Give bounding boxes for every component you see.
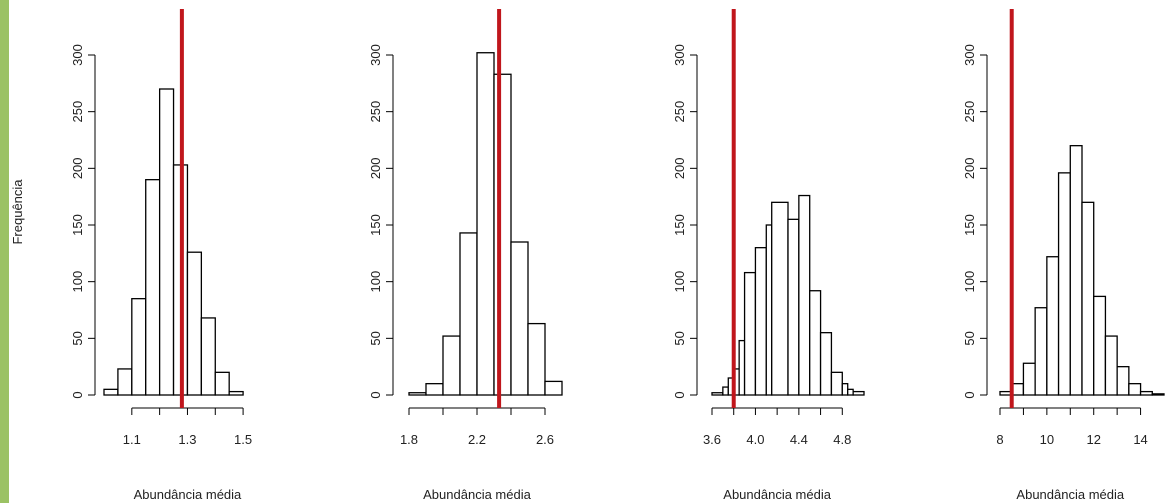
histogram-bar xyxy=(1151,393,1165,396)
histogram-bar xyxy=(798,194,811,396)
x-tick-label: 3.6 xyxy=(703,432,721,447)
histogram-bar xyxy=(711,392,724,396)
y-tick-label: 100 xyxy=(368,271,383,293)
histogram-bar xyxy=(847,388,854,396)
histogram-bar xyxy=(214,371,230,396)
x-tick-label: 8 xyxy=(996,432,1003,447)
x-axis-title: Abundância média xyxy=(723,487,831,502)
x-tick-label: 2.6 xyxy=(536,432,554,447)
y-tick-label: 50 xyxy=(368,331,383,345)
histogram-bar xyxy=(131,298,147,396)
y-tick-label: 150 xyxy=(962,214,977,236)
histogram-bar xyxy=(408,392,427,396)
y-tick-label: 300 xyxy=(368,44,383,66)
histogram-panel-2: 0 50 100 150 200 250 300 1.8 2.2 2.6 Abundância mé… xyxy=(368,9,563,502)
x-tick-label: 14 xyxy=(1133,432,1147,447)
y-tick-label: 100 xyxy=(672,271,687,293)
histogram-bar xyxy=(841,383,849,396)
x-tick-label: 1.3 xyxy=(178,432,196,447)
y-tick-label: 150 xyxy=(672,214,687,236)
histogram-bar xyxy=(1081,201,1095,396)
x-axis-title: Abundância média xyxy=(1016,487,1124,502)
histogram-bar xyxy=(476,52,495,396)
y-tick-label: 100 xyxy=(70,271,85,293)
histogram-bar xyxy=(1022,362,1036,396)
histogram-bar xyxy=(1069,145,1083,396)
histogram-bar xyxy=(1057,172,1071,396)
histogram-panel-4: 0 50 100 150 200 250 300 8 10 12 14 Abundância médi… xyxy=(962,9,1165,502)
histogram-panel-3: 0 50 100 150 200 250 300 3.6 4.0 4.4 4.8 Abundância… xyxy=(672,9,865,502)
y-tick-label: 50 xyxy=(962,331,977,345)
histogram-bar xyxy=(200,317,216,396)
x-tick-label: 4.0 xyxy=(746,432,764,447)
y-tick-label: 300 xyxy=(672,44,687,66)
y-tick-label: 250 xyxy=(672,101,687,123)
histogram-bar xyxy=(1116,366,1130,396)
y-tick-label: 100 xyxy=(962,271,977,293)
histogram-bar xyxy=(510,241,529,396)
x-axis-title: Abundância média xyxy=(134,487,242,502)
histogram-bar xyxy=(722,386,729,396)
histogram-bar xyxy=(743,271,757,396)
histogram-bar xyxy=(809,290,822,396)
y-tick-label: 300 xyxy=(70,44,85,66)
y-tick-label: 250 xyxy=(368,101,383,123)
histogram-bar xyxy=(1034,307,1048,396)
histogram-bar xyxy=(830,371,843,396)
x-tick-label: 1.1 xyxy=(123,432,141,447)
x-tick-label: 12 xyxy=(1086,432,1100,447)
x-tick-label: 4.8 xyxy=(833,432,851,447)
y-tick-label: 200 xyxy=(962,157,977,179)
y-tick-label: 200 xyxy=(672,157,687,179)
y-axis-title: Frequência xyxy=(10,179,25,245)
y-tick-label: 0 xyxy=(368,391,383,398)
histogram-bar xyxy=(425,383,444,396)
histogram-bar xyxy=(754,247,767,396)
x-tick-label: 10 xyxy=(1040,432,1054,447)
y-tick-label: 50 xyxy=(70,331,85,345)
histogram-bar xyxy=(459,232,478,396)
histogram-bar xyxy=(765,224,773,396)
x-tick-label: 1.8 xyxy=(400,432,418,447)
y-tick-label: 0 xyxy=(70,391,85,398)
histogram-bar xyxy=(228,390,244,396)
histogram-bar xyxy=(117,368,133,396)
histogram-bar xyxy=(1139,390,1153,396)
y-tick-label: 50 xyxy=(672,331,687,345)
x-axis-title: Abundância média xyxy=(423,487,531,502)
histogram-bar xyxy=(1104,335,1118,396)
histogram-bar xyxy=(787,218,800,396)
histogram-bar xyxy=(1046,256,1060,396)
left-decorative-strip xyxy=(0,0,9,503)
x-tick-label: 2.2 xyxy=(468,432,486,447)
histogram-bar xyxy=(1093,295,1107,396)
y-tick-label: 200 xyxy=(70,157,85,179)
y-tick-label: 200 xyxy=(368,157,383,179)
histogram-bar xyxy=(158,88,175,396)
y-tick-label: 300 xyxy=(962,44,977,66)
histogram-bar xyxy=(738,339,746,396)
histogram-bar xyxy=(852,390,865,396)
histogram-panel-1: 0 50 100 150 200 250 300 1.1 1.3 1.5 Abundância mé… xyxy=(70,9,252,502)
x-tick-label: 1.5 xyxy=(234,432,252,447)
y-tick-label: 150 xyxy=(70,214,85,236)
histogram-bar xyxy=(544,380,563,396)
y-tick-label: 250 xyxy=(962,101,977,123)
histogram-bar xyxy=(493,73,512,396)
histogram-bar xyxy=(1128,383,1142,396)
histogram-bar xyxy=(527,322,546,396)
y-tick-label: 150 xyxy=(368,214,383,236)
y-tick-label: 0 xyxy=(672,391,687,398)
y-tick-label: 250 xyxy=(70,101,85,123)
histogram-bar xyxy=(103,388,119,396)
histogram-bar xyxy=(771,201,789,396)
histogram-bar xyxy=(145,179,161,396)
y-tick-label: 0 xyxy=(962,391,977,398)
histogram-bar xyxy=(819,332,833,396)
histogram-bar xyxy=(186,251,203,396)
histogram-bar xyxy=(442,335,461,396)
x-tick-label: 4.4 xyxy=(790,432,808,447)
